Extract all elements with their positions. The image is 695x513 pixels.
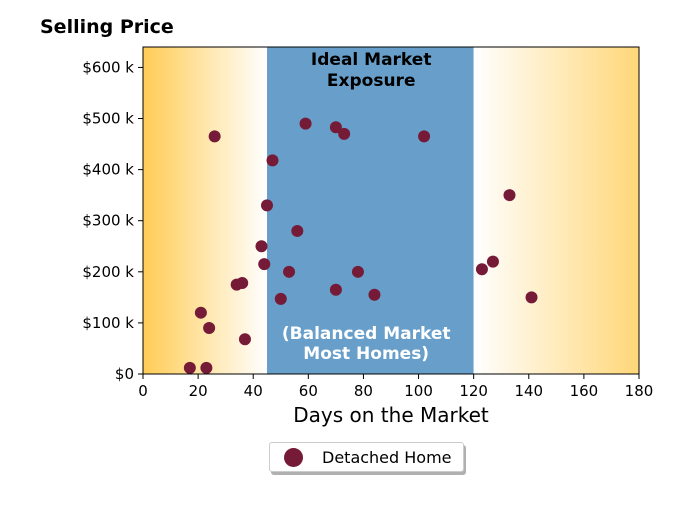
data-point <box>266 154 279 167</box>
data-point <box>183 361 196 374</box>
data-point <box>338 127 351 140</box>
data-point <box>255 240 268 253</box>
chart-title: Selling Price <box>40 16 174 38</box>
x-tick-label: 160 <box>570 382 599 400</box>
legend-label: Detached Home <box>322 447 452 467</box>
data-point <box>258 258 271 271</box>
data-point <box>194 306 207 319</box>
x-tick-label: 180 <box>625 382 654 400</box>
y-tick-label: $500 k <box>82 110 134 128</box>
data-point <box>525 291 538 304</box>
x-axis: 0 20 40 60 80 100 120 140 160 180 <box>138 374 653 400</box>
data-point <box>291 224 304 237</box>
data-point <box>503 189 516 202</box>
data-point <box>329 121 342 134</box>
y-tick-label: $300 k <box>82 212 134 230</box>
y-tick-label: $600 k <box>82 58 134 76</box>
data-point <box>261 199 273 212</box>
legend-marker <box>284 447 303 467</box>
x-tick-label: 60 <box>299 382 318 400</box>
x-tick-label: 120 <box>459 382 488 400</box>
x-tick-label: 40 <box>244 382 263 400</box>
y-tick-label: $100 k <box>82 314 134 332</box>
shaded-regions <box>143 47 639 374</box>
data-point <box>236 277 249 290</box>
y-tick-label: $400 k <box>82 161 134 179</box>
y-axis: $0 $100 k $200 k $300 k $400 k $500 k $600 k <box>82 58 143 383</box>
data-point <box>283 265 296 278</box>
data-point <box>203 322 216 335</box>
y-tick-label: $200 k <box>82 263 134 281</box>
x-tick-label: 80 <box>354 382 373 400</box>
x-tick-label: 100 <box>404 382 433 400</box>
annotation-balanced-market-line: Most Homes) <box>303 344 429 364</box>
data-point <box>329 283 342 296</box>
data-point <box>274 292 287 305</box>
annotation-balanced-market-line: (Balanced Market <box>282 324 451 344</box>
data-point <box>418 130 431 143</box>
data-point <box>299 117 312 130</box>
data-point <box>200 361 213 374</box>
region-left-gradient <box>143 47 267 374</box>
data-points <box>183 117 538 374</box>
region-right-gradient <box>473 47 639 374</box>
data-point <box>486 255 499 268</box>
legend: Detached Home <box>269 442 464 472</box>
y-tick-label: $0 <box>115 365 134 383</box>
annotation-ideal-market-line: Exposure <box>327 71 416 91</box>
data-point <box>208 130 221 143</box>
data-point <box>475 263 488 276</box>
region-ideal-exposure <box>267 47 474 374</box>
x-tick-label: 140 <box>514 382 543 400</box>
annotation-ideal-market-line: Ideal Market <box>311 50 432 70</box>
data-point <box>368 288 381 301</box>
x-tick-label: 20 <box>189 382 208 400</box>
data-point <box>238 333 251 346</box>
x-axis-label: Days on the Market <box>293 403 489 427</box>
plot-frame <box>142 46 640 375</box>
x-tick-label: 0 <box>138 382 148 400</box>
data-point <box>351 265 364 278</box>
